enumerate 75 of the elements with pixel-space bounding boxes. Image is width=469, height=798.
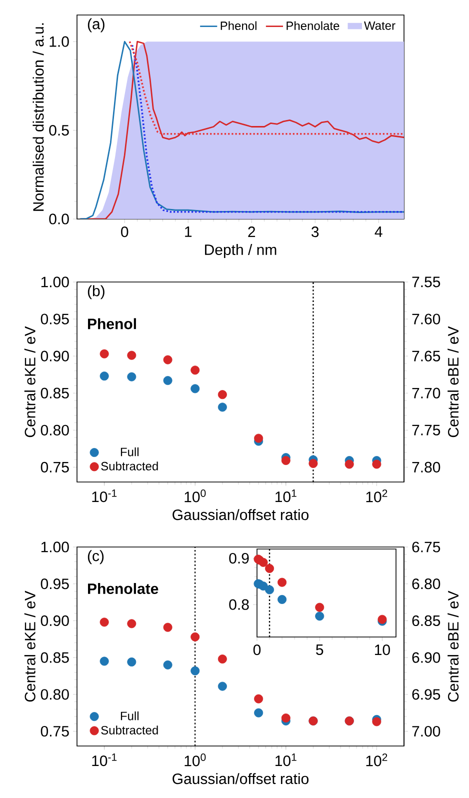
y2-tick-label: 7.55 [412, 276, 440, 288]
point [258, 582, 268, 591]
point [265, 585, 274, 594]
x-tick-label: 2 [248, 226, 256, 237]
y-tick-label: 0.5 [49, 124, 69, 136]
legend-label: Subtracted [101, 726, 158, 734]
y-tick-label: 0.90 [40, 350, 69, 362]
annotation: (a) [88, 18, 104, 32]
x-tick-label: 0 [121, 226, 128, 238]
x-tick-label: 10$^{1}$ [276, 754, 296, 766]
y-tick-label: 0.95 [40, 578, 69, 590]
annotation: (b) [88, 285, 104, 300]
y-tick-label: 0.8 [229, 599, 249, 610]
x-tick-label: 4 [374, 226, 382, 237]
y2-tick-label: 7.60 [412, 314, 440, 324]
y2-tick-label: 6.80 [412, 578, 440, 590]
y2-tick-label: 7.65 [412, 350, 440, 362]
y-tick-label: 0.75 [40, 462, 69, 472]
x-axis-title: Gaussian/offset ratio [172, 509, 309, 520]
point [278, 594, 287, 604]
point [265, 564, 274, 573]
legend-label: Water [364, 21, 396, 30]
x-tick-label: 10$^{0}$ [184, 754, 206, 766]
x-tick-label: 1 [185, 226, 192, 237]
x-tick-label: 0 [253, 644, 261, 656]
legend-label: Full [120, 447, 138, 456]
y2-tick-label: 6.85 [412, 615, 440, 626]
y2-tick-label: 7.75 [412, 424, 440, 436]
y-axis-title: Central eKE / eV [24, 590, 36, 702]
x-tick-label: 10$^{0}$ [184, 490, 206, 502]
x-tick-label: 10$^{-1}$ [92, 490, 117, 502]
y-axis-title: Central eKE / eV [24, 326, 36, 438]
line-series [131, 44, 404, 213]
legend-label: Subtracted [101, 462, 158, 470]
y2-tick-label: 6.75 [412, 542, 440, 552]
y-tick-label: 0.95 [40, 314, 69, 324]
point [315, 612, 324, 621]
x-tick-label: 10 [375, 644, 390, 656]
annotation: (c) [88, 550, 104, 564]
y-tick-label: 0.80 [40, 424, 69, 436]
x-tick-label: 3 [312, 226, 319, 238]
y-tick-label: 1.00 [41, 542, 69, 552]
x-tick-label: 10$^{-1}$ [92, 754, 117, 766]
y-tick-label: 1.0 [50, 36, 69, 47]
y-tick-label: 0.9 [229, 552, 249, 564]
legend-label: Full [120, 711, 138, 720]
legend-label: Phenol [220, 21, 256, 30]
point [258, 558, 268, 567]
y2-tick-label: 7.00 [412, 726, 440, 737]
x-tick-label: 5 [316, 644, 324, 655]
line-series [128, 40, 404, 135]
y-tick-label: 0.85 [40, 652, 69, 663]
legend-label: Phenolate [286, 21, 340, 30]
x-axis-title: Depth / nm [205, 244, 276, 258]
x-axis-title: Gaussian/offset ratio [172, 773, 309, 784]
y-tick-label: 0.80 [40, 689, 69, 700]
y2-tick-label: 6.95 [412, 689, 440, 700]
x-tick-label: 10$^{1}$ [276, 490, 296, 502]
point [278, 578, 287, 587]
y2-tick-label: 7.70 [412, 388, 440, 398]
y2-tick-label: 6.90 [412, 652, 440, 663]
y-tick-label: 0.0 [49, 214, 69, 224]
y-tick-label: 1.00 [41, 276, 69, 288]
x-tick-label: 10$^{2}$ [366, 490, 388, 502]
x-tick-label: 10$^{2}$ [366, 754, 388, 766]
point [315, 602, 324, 612]
y-axis-title: Normalised distribution / a.u. [32, 23, 44, 211]
y2-axis-title: Central eBE / eV [448, 590, 459, 702]
y-tick-label: 0.75 [40, 726, 69, 737]
y-tick-label: 0.85 [40, 388, 69, 398]
y2-axis-title: Central eBE / eV [448, 326, 459, 438]
annotation: Phenolate [88, 583, 158, 594]
y-tick-label: 0.90 [40, 615, 69, 626]
annotation: Phenol [88, 318, 136, 330]
y2-tick-label: 7.80 [412, 462, 440, 472]
